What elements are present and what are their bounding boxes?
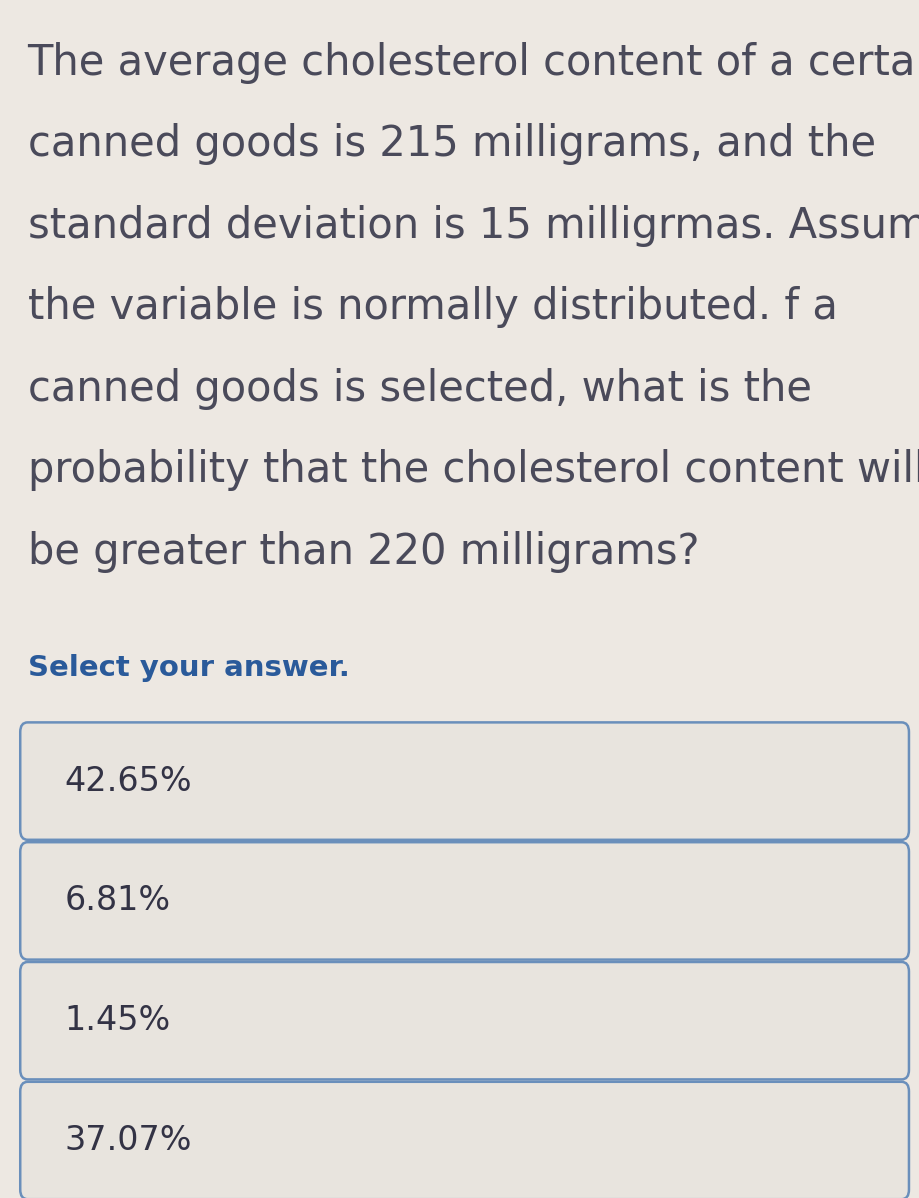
Text: 1.45%: 1.45% [64, 1004, 170, 1037]
Text: standard deviation is 15 milligrmas. Assume: standard deviation is 15 milligrmas. Ass… [28, 205, 919, 247]
FancyBboxPatch shape [20, 722, 908, 840]
Text: The average cholesterol content of a certain: The average cholesterol content of a cer… [28, 42, 919, 84]
FancyBboxPatch shape [20, 962, 908, 1079]
FancyBboxPatch shape [20, 1082, 908, 1198]
Text: the variable is normally distributed. f a: the variable is normally distributed. f … [28, 286, 836, 328]
Text: be greater than 220 milligrams?: be greater than 220 milligrams? [28, 531, 698, 573]
Text: 42.65%: 42.65% [64, 764, 192, 798]
Text: canned goods is 215 milligrams, and the: canned goods is 215 milligrams, and the [28, 123, 875, 165]
Text: Select your answer.: Select your answer. [28, 654, 349, 682]
Text: canned goods is selected, what is the: canned goods is selected, what is the [28, 368, 811, 410]
FancyBboxPatch shape [20, 842, 908, 960]
Text: 37.07%: 37.07% [64, 1124, 192, 1157]
Text: 6.81%: 6.81% [64, 884, 170, 918]
Text: probability that the cholesterol content will: probability that the cholesterol content… [28, 449, 919, 491]
